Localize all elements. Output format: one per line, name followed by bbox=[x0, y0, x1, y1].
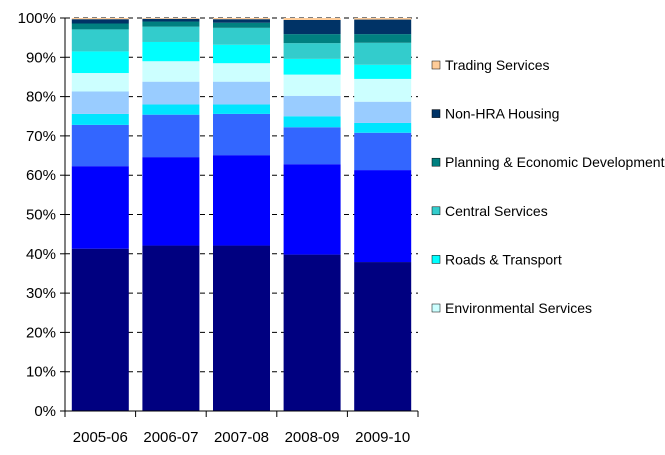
legend-swatch bbox=[431, 303, 441, 313]
bar-segment bbox=[283, 116, 341, 128]
bar-segment bbox=[142, 61, 200, 82]
bar-segment bbox=[283, 95, 341, 117]
bar-segment bbox=[354, 101, 412, 123]
bar-segment bbox=[283, 19, 341, 35]
bar-segment bbox=[354, 34, 412, 43]
bar-segment bbox=[283, 164, 341, 255]
y-tick-label: 60% bbox=[26, 167, 56, 184]
bar-segment bbox=[354, 19, 412, 35]
bar-segment bbox=[71, 19, 129, 24]
legend-swatch bbox=[431, 109, 441, 118]
legend-label: Trading Services bbox=[445, 57, 550, 73]
bar-segment bbox=[354, 18, 412, 20]
y-tick-label: 80% bbox=[26, 89, 56, 106]
bar-segment bbox=[71, 73, 129, 92]
bar-segment bbox=[71, 23, 129, 30]
bar-segment bbox=[354, 64, 412, 79]
bar-segment bbox=[354, 170, 412, 263]
bar-segment bbox=[142, 18, 200, 22]
legend-swatch bbox=[431, 157, 441, 167]
y-tick-label: 70% bbox=[26, 128, 56, 145]
bar-segment bbox=[71, 248, 129, 411]
bar-segment bbox=[71, 29, 129, 52]
bar-segment bbox=[213, 44, 270, 64]
bar-segment bbox=[71, 166, 129, 249]
legend-swatch bbox=[431, 206, 441, 216]
bar-segment bbox=[213, 245, 270, 411]
bar-segment bbox=[354, 262, 412, 411]
bar-segment bbox=[142, 114, 200, 158]
x-category-label: 2005-06 bbox=[73, 429, 128, 446]
bar-segment bbox=[213, 22, 270, 28]
bar-segment bbox=[213, 63, 270, 82]
bar-segment bbox=[283, 58, 341, 75]
bar-segment bbox=[142, 157, 200, 246]
legend-swatch bbox=[431, 60, 441, 70]
bar-segment bbox=[142, 245, 200, 411]
bar-segment bbox=[142, 41, 200, 62]
axes bbox=[60, 17, 419, 417]
y-tick-label: 40% bbox=[26, 246, 56, 263]
bar-segment bbox=[71, 113, 129, 125]
bar-segment bbox=[213, 19, 270, 23]
bar-segment bbox=[142, 26, 200, 42]
y-tick-label: 50% bbox=[26, 207, 56, 224]
x-category-label: 2007-08 bbox=[214, 429, 269, 446]
bar-segment bbox=[213, 104, 270, 114]
bar-segment bbox=[213, 27, 270, 45]
bar-segment bbox=[71, 91, 129, 114]
x-category-label: 2006-07 bbox=[143, 429, 198, 446]
bar-segment bbox=[71, 18, 129, 20]
bar-segment bbox=[354, 42, 412, 65]
bars bbox=[71, 18, 412, 411]
y-axis-tick-labels: 0% 10% 20% 30% 40% 50% 60% 70% 80% 90% 100% bbox=[18, 10, 56, 420]
bar-segment bbox=[71, 124, 129, 167]
bar-segment bbox=[283, 74, 341, 96]
legend-label: Non-HRA Housing bbox=[445, 106, 559, 122]
bar-segment bbox=[213, 155, 270, 246]
bar-segment bbox=[354, 122, 412, 133]
x-category-label: 2008-09 bbox=[285, 429, 340, 446]
y-tick-label: 30% bbox=[26, 285, 56, 302]
bar-segment bbox=[142, 81, 200, 105]
bar-segment bbox=[283, 254, 341, 411]
legend-label: Central Services bbox=[445, 203, 548, 219]
y-tick-label: 90% bbox=[26, 49, 56, 66]
y-tick-label: 0% bbox=[34, 403, 56, 420]
bar-segment bbox=[354, 78, 412, 102]
bar-segment bbox=[213, 18, 270, 20]
x-axis-category-labels: 2005-06 2006-07 2007-08 2008-09 2009-10 bbox=[73, 429, 410, 446]
legend: Trading Services Non-HRA Housing Planning … bbox=[431, 57, 665, 316]
bar-segment bbox=[283, 43, 341, 59]
bar-segment bbox=[213, 81, 270, 105]
bar-segment bbox=[283, 34, 341, 44]
bar-segment bbox=[142, 18, 200, 19]
y-tick-label: 10% bbox=[26, 364, 56, 381]
x-category-label: 2009-10 bbox=[355, 429, 410, 446]
bar-segment bbox=[71, 51, 129, 74]
bar-segment bbox=[142, 21, 200, 27]
legend-label: Roads & Transport bbox=[445, 251, 562, 267]
legend-label: Planning & Economic Development bbox=[445, 154, 665, 170]
bar-segment bbox=[213, 113, 270, 156]
legend-swatch bbox=[431, 255, 441, 264]
y-tick-label: 20% bbox=[26, 324, 56, 341]
bar-segment bbox=[283, 18, 341, 20]
legend-label: Environmental Services bbox=[445, 300, 592, 316]
bar-segment bbox=[142, 104, 200, 115]
bar-segment bbox=[354, 132, 412, 171]
y-tick-label: 100% bbox=[18, 10, 56, 27]
bar-segment bbox=[283, 127, 341, 165]
